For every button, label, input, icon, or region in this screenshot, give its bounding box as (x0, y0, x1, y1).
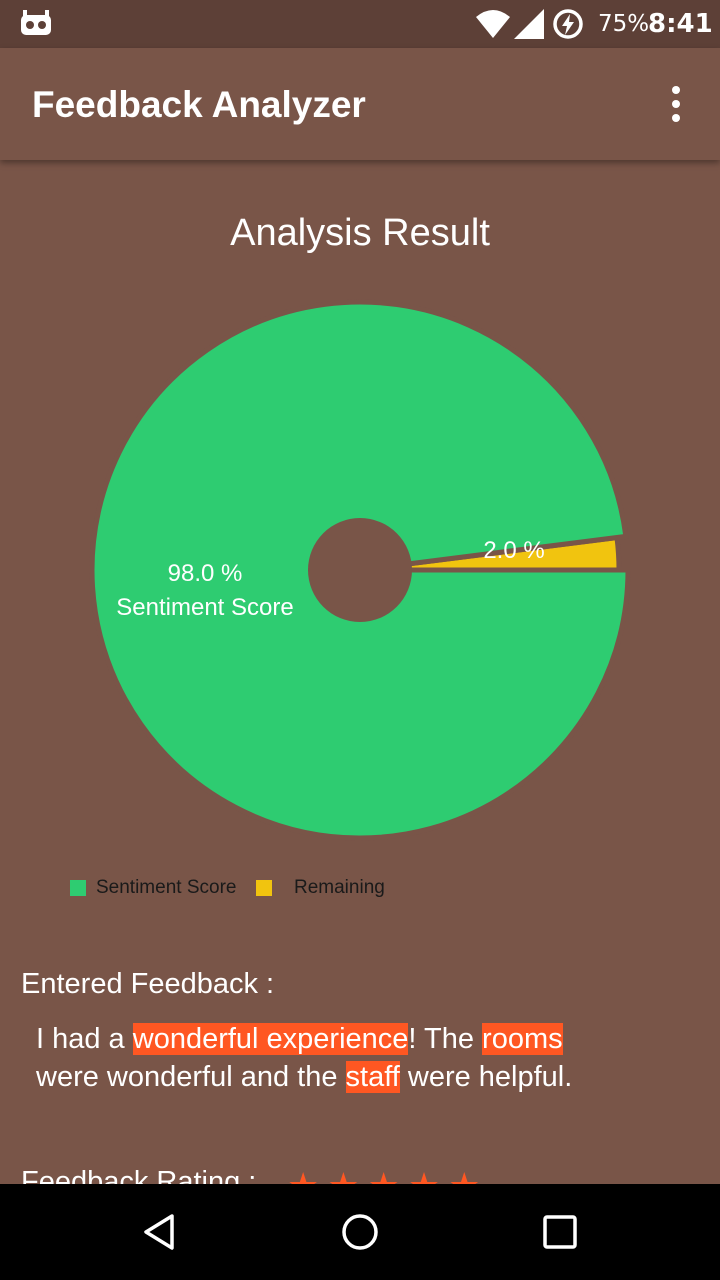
app-title: Feedback Analyzer (32, 84, 366, 125)
status-bar: 75% 8:41 (0, 0, 720, 48)
legend-swatch-sentiment (70, 880, 86, 896)
wifi-icon (476, 10, 510, 38)
feedback-segment: I had a (36, 1023, 133, 1055)
pie-chart: 98.0 % Sentiment Score 2.0 % (89, 299, 631, 841)
battery-charging-icon (553, 9, 583, 39)
battery-percent: 75% (598, 11, 650, 37)
clock: 8:41 (648, 9, 713, 39)
home-icon[interactable] (336, 1208, 384, 1256)
cyanogen-icon (21, 10, 51, 35)
legend-swatch-remaining (256, 880, 272, 896)
navigation-bar (0, 1184, 720, 1280)
feedback-highlight: rooms (482, 1023, 563, 1055)
chart-title: Analysis Result (230, 212, 490, 254)
rating-label: Feedback Rating : (21, 1166, 257, 1186)
rating-stars: ★★★★★ (287, 1166, 488, 1186)
feedback-highlight: staff (345, 1061, 400, 1093)
pie-value-label-sentiment: 98.0 % (168, 560, 243, 587)
pie-name-label-sentiment: Sentiment Score (116, 594, 293, 621)
legend-label-remaining: Remaining (294, 877, 385, 898)
overflow-menu-icon[interactable] (660, 84, 692, 124)
legend-label-sentiment: Sentiment Score (96, 877, 237, 898)
signal-icon (514, 9, 544, 39)
recents-icon[interactable] (536, 1208, 584, 1256)
feedback-segment: were helpful. (399, 1061, 573, 1093)
feedback-text: I had a wonderful experience! The rooms … (36, 1020, 696, 1096)
feedback-heading: Entered Feedback : (21, 968, 275, 1000)
feedback-highlight: wonderful experience (132, 1023, 409, 1055)
pie-hole (308, 518, 412, 622)
feedback-segment: ! The (408, 1023, 483, 1055)
back-icon[interactable] (136, 1208, 184, 1256)
feedback-segment: were wonderful and the (36, 1061, 346, 1093)
pie-value-label-remaining: 2.0 % (483, 537, 544, 564)
app-bar: Feedback Analyzer (0, 48, 720, 160)
feedback-rating: Feedback Rating : ★★★★★ (21, 1166, 621, 1186)
